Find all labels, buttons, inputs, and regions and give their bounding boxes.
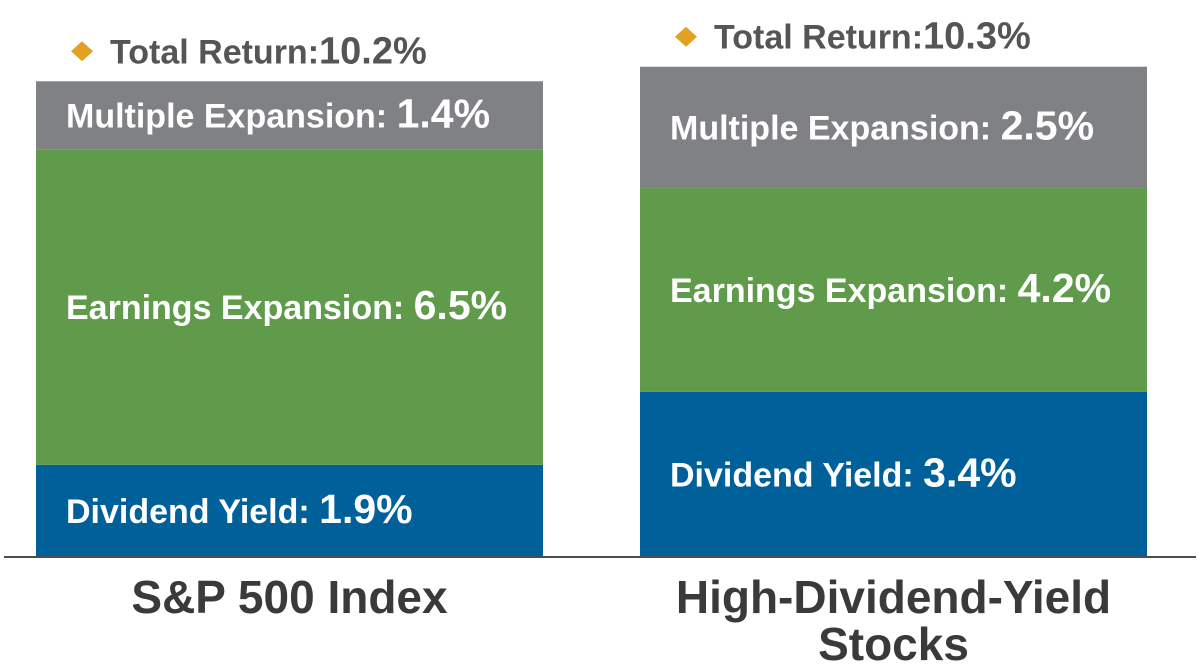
bars-group (36, 66, 1147, 557)
segment-label-sp500-multiple-expansion: Multiple Expansion: 1.4% (66, 90, 490, 136)
category-label-high-dividend-line2: Stocks (818, 618, 969, 667)
diamond-icon (675, 26, 697, 47)
category-label-high-dividend: High-Dividend-Yield (676, 571, 1111, 623)
diamond-icon (71, 41, 93, 62)
segment-label-high-dividend-earnings-expansion: Earnings Expansion: 4.2% (670, 265, 1111, 311)
category-label-sp500: S&P 500 Index (131, 571, 448, 623)
bar-segment-high-dividend-multiple-expansion (640, 66, 1147, 189)
bar-segment-sp500-dividend-yield (36, 464, 543, 557)
bar-segment-high-dividend-dividend-yield (640, 391, 1147, 557)
total-return-label-high-dividend: Total Return:10.3% (714, 16, 1031, 58)
bar-segment-high-dividend-earnings-expansion (640, 188, 1147, 392)
total-return-label-sp500: Total Return:10.2% (110, 30, 427, 72)
bar-segment-sp500-earnings-expansion (36, 149, 543, 465)
segment-label-high-dividend-dividend-yield: Dividend Yield: 3.4% (670, 449, 1017, 495)
segment-label-high-dividend-multiple-expansion: Multiple Expansion: 2.5% (670, 102, 1094, 148)
segment-label-sp500-dividend-yield: Dividend Yield: 1.9% (66, 486, 413, 532)
bar-segment-sp500-multiple-expansion (36, 81, 543, 150)
labels-group: Dividend Yield: 1.9% Earnings Expansion: … (66, 16, 1111, 667)
segment-label-sp500-earnings-expansion: Earnings Expansion: 6.5% (66, 282, 507, 328)
